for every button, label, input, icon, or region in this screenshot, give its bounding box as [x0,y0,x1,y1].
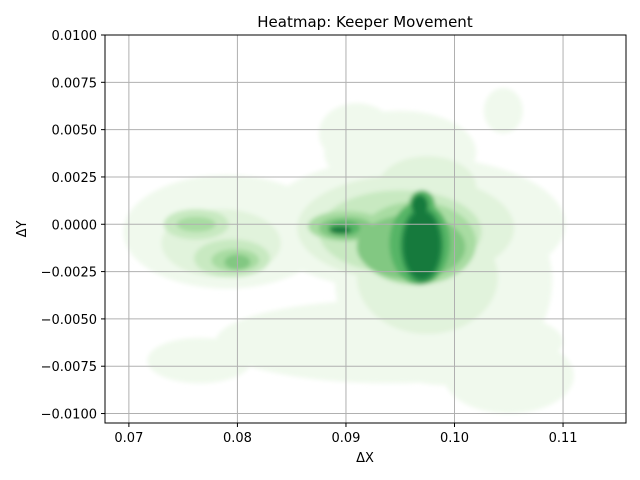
x-tick-label: 0.11 [549,431,578,446]
y-tick-label: 0.0000 [52,218,98,233]
y-axis-label: ΔY [15,221,30,238]
y-tick-label: −0.0050 [41,313,97,328]
density-region [412,195,428,215]
y-tick-label: −0.0100 [41,408,97,423]
density-region [329,226,352,234]
y-tick-label: −0.0075 [41,360,97,375]
x-tick-label: 0.09 [331,431,360,446]
y-tick-label: −0.0025 [41,266,97,281]
density-region [483,87,523,134]
density-region [403,211,441,280]
density-region [318,103,395,164]
x-tick-label: 0.08 [223,431,252,446]
y-axis: 0.0100 0.0075 0.0050 0.0025 0.0000 −0.0025 −0.… [41,29,105,423]
x-tick-label: 0.07 [114,431,143,446]
x-axis: 0.07 0.08 0.09 0.10 0.11 [114,423,578,446]
plot-frame [104,34,627,424]
x-axis-label: ΔX [356,451,374,466]
y-tick-label: 0.0075 [52,76,98,91]
x-tick-label: 0.10 [440,431,469,446]
chart-title: Heatmap: Keeper Movement [257,13,473,31]
density-layer [123,87,574,414]
density-region [443,337,574,414]
y-tick-label: 0.0025 [52,171,98,186]
y-tick-label: 0.0050 [52,124,98,139]
y-tick-label: 0.0100 [52,29,98,44]
